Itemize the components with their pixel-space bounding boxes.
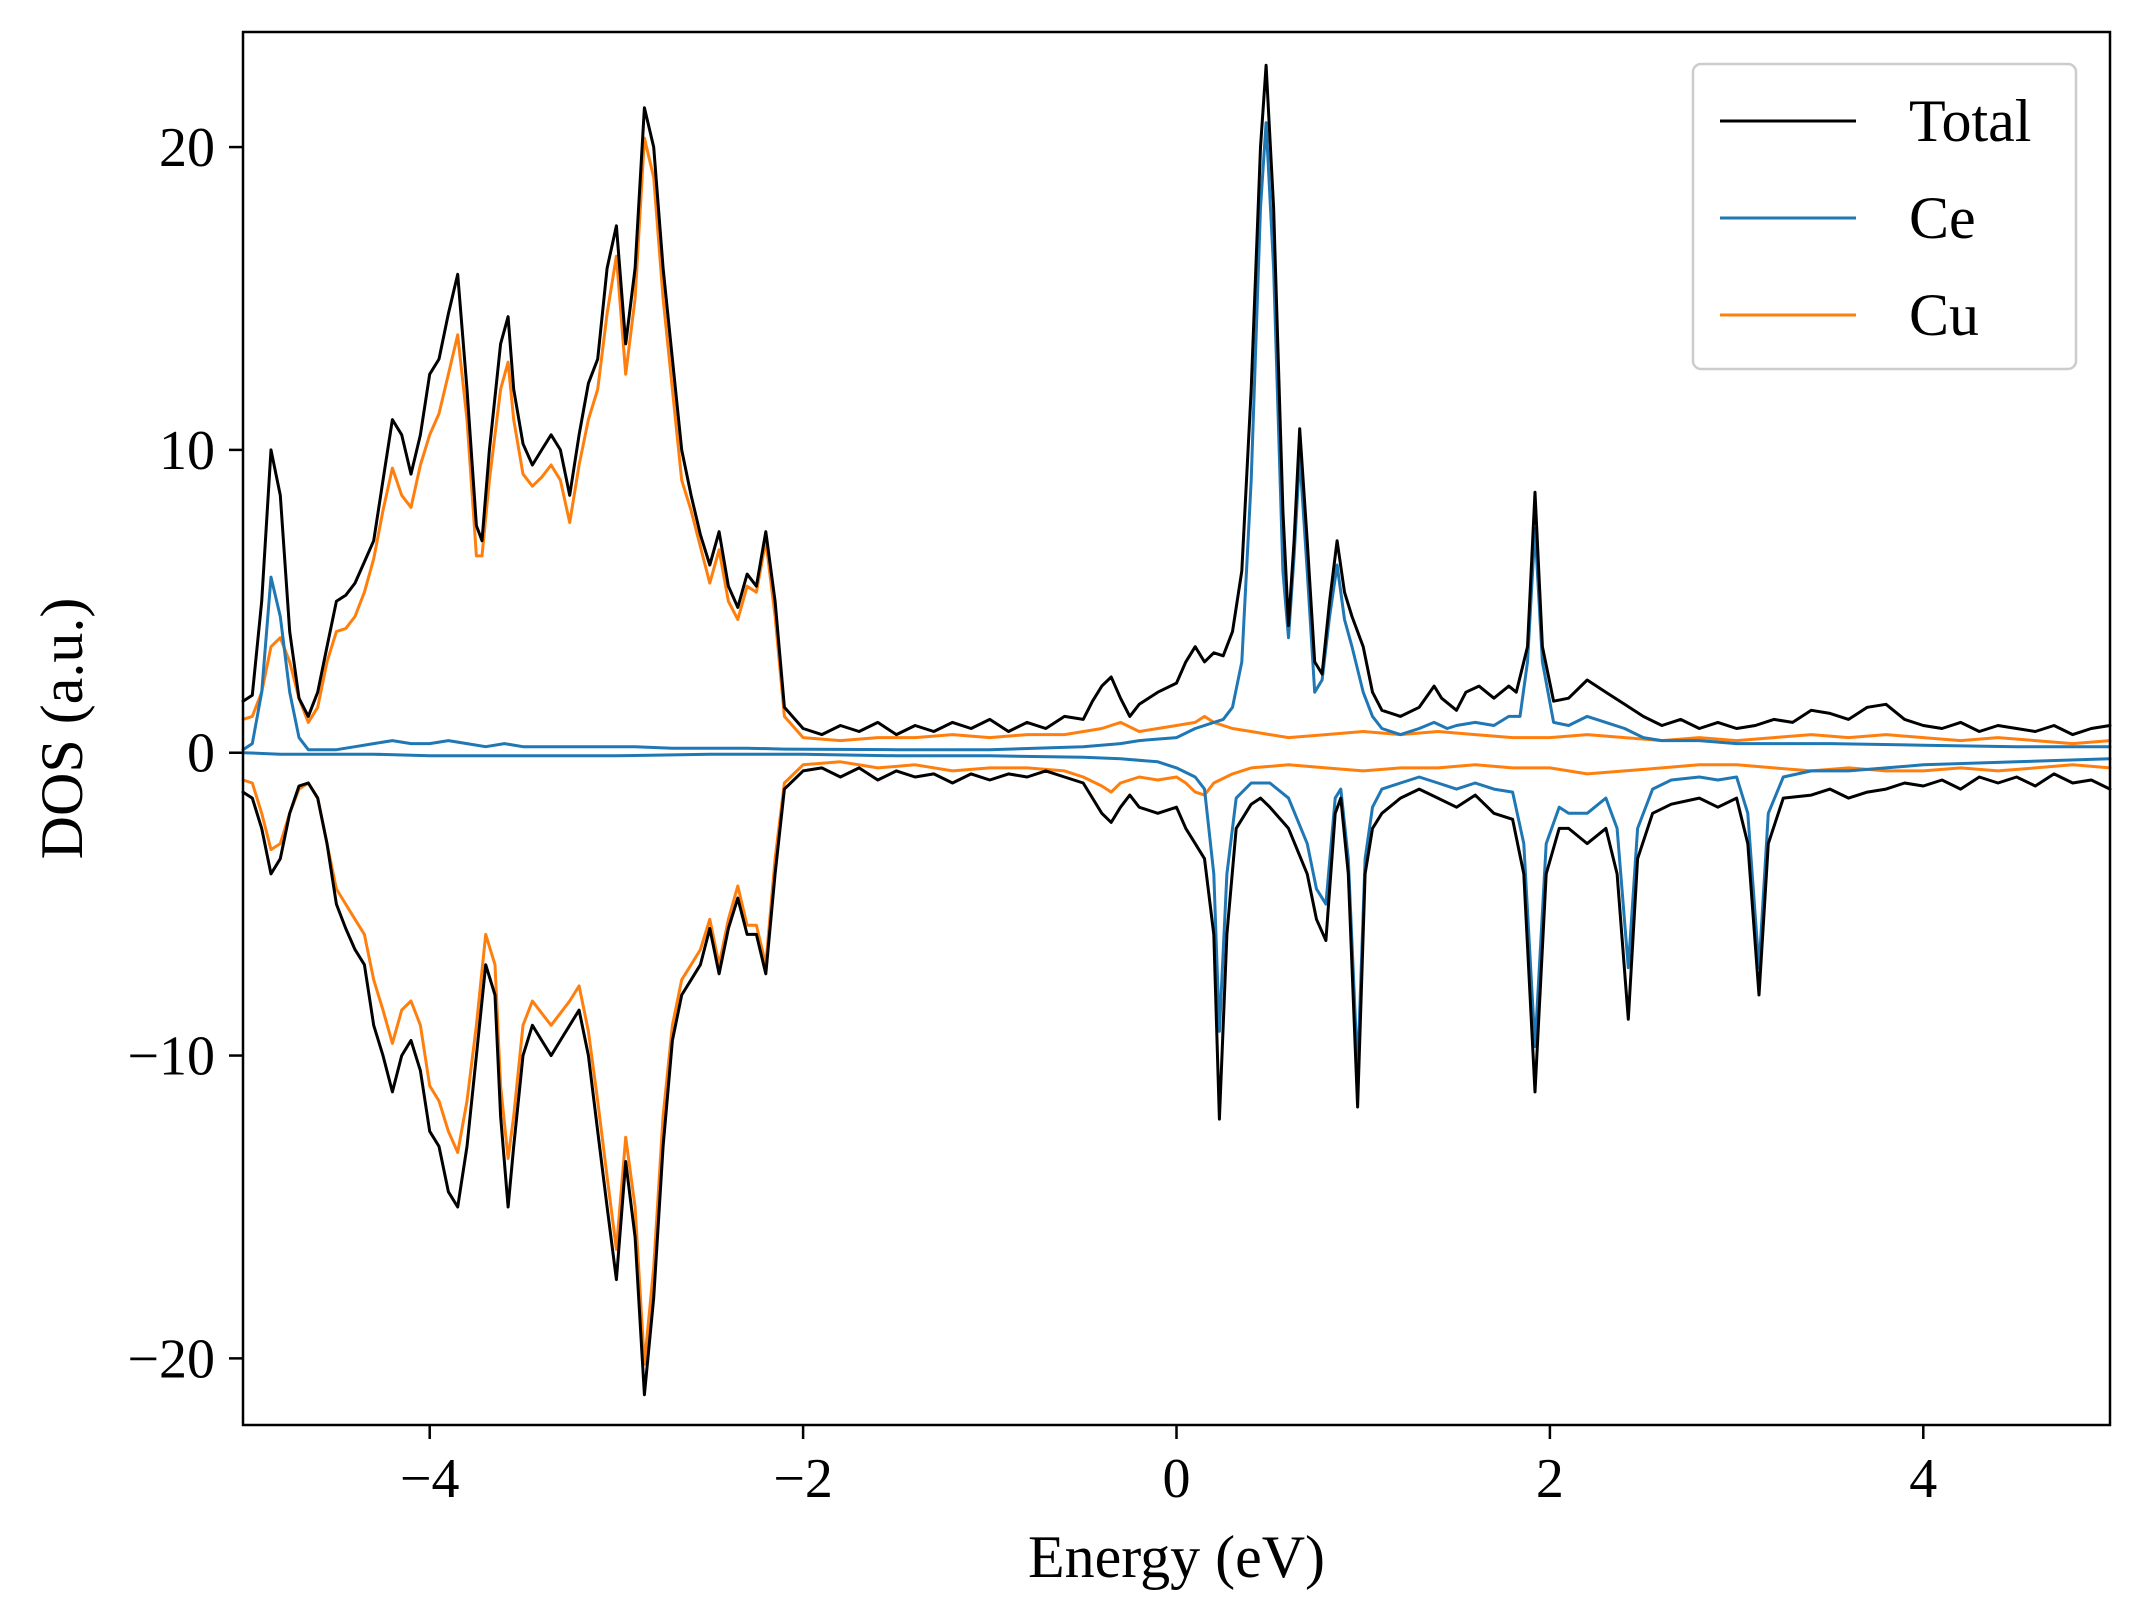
y-tick-label: −20 <box>127 1328 215 1390</box>
legend: Total Ce Cu <box>1691 62 2078 371</box>
series-total-down-line <box>241 766 2112 1397</box>
series-cu-down-line <box>241 760 2112 1366</box>
y-axis-ticks: −20 −10 0 10 20 <box>127 117 243 1390</box>
legend-total-label: Total <box>1909 88 2031 154</box>
y-tick-label: 20 <box>159 117 215 179</box>
x-tick-label: −4 <box>400 1448 460 1510</box>
x-tick-label: 4 <box>1909 1448 1937 1510</box>
legend-cu-label: Cu <box>1909 282 1979 348</box>
series-cu-up-line <box>241 136 2112 746</box>
y-tick-label: 0 <box>187 723 215 785</box>
x-axis-ticks: −4 −2 0 2 4 <box>400 1425 1937 1510</box>
series-total-up-line <box>241 63 2112 737</box>
series-layer <box>241 63 2112 1397</box>
x-tick-label: −2 <box>773 1448 833 1510</box>
y-axis-label: DOS (a.u.) <box>29 598 95 860</box>
series-ce-down-line <box>241 751 2112 1073</box>
x-axis-label: Energy (eV) <box>1028 1524 1325 1590</box>
legend-ce-label: Ce <box>1909 185 1976 251</box>
x-tick-label: 0 <box>1163 1448 1191 1510</box>
y-tick-label: 10 <box>159 420 215 482</box>
y-tick-label: −10 <box>127 1026 215 1088</box>
x-tick-label: 2 <box>1536 1448 1564 1510</box>
legend-box <box>1691 62 2078 371</box>
